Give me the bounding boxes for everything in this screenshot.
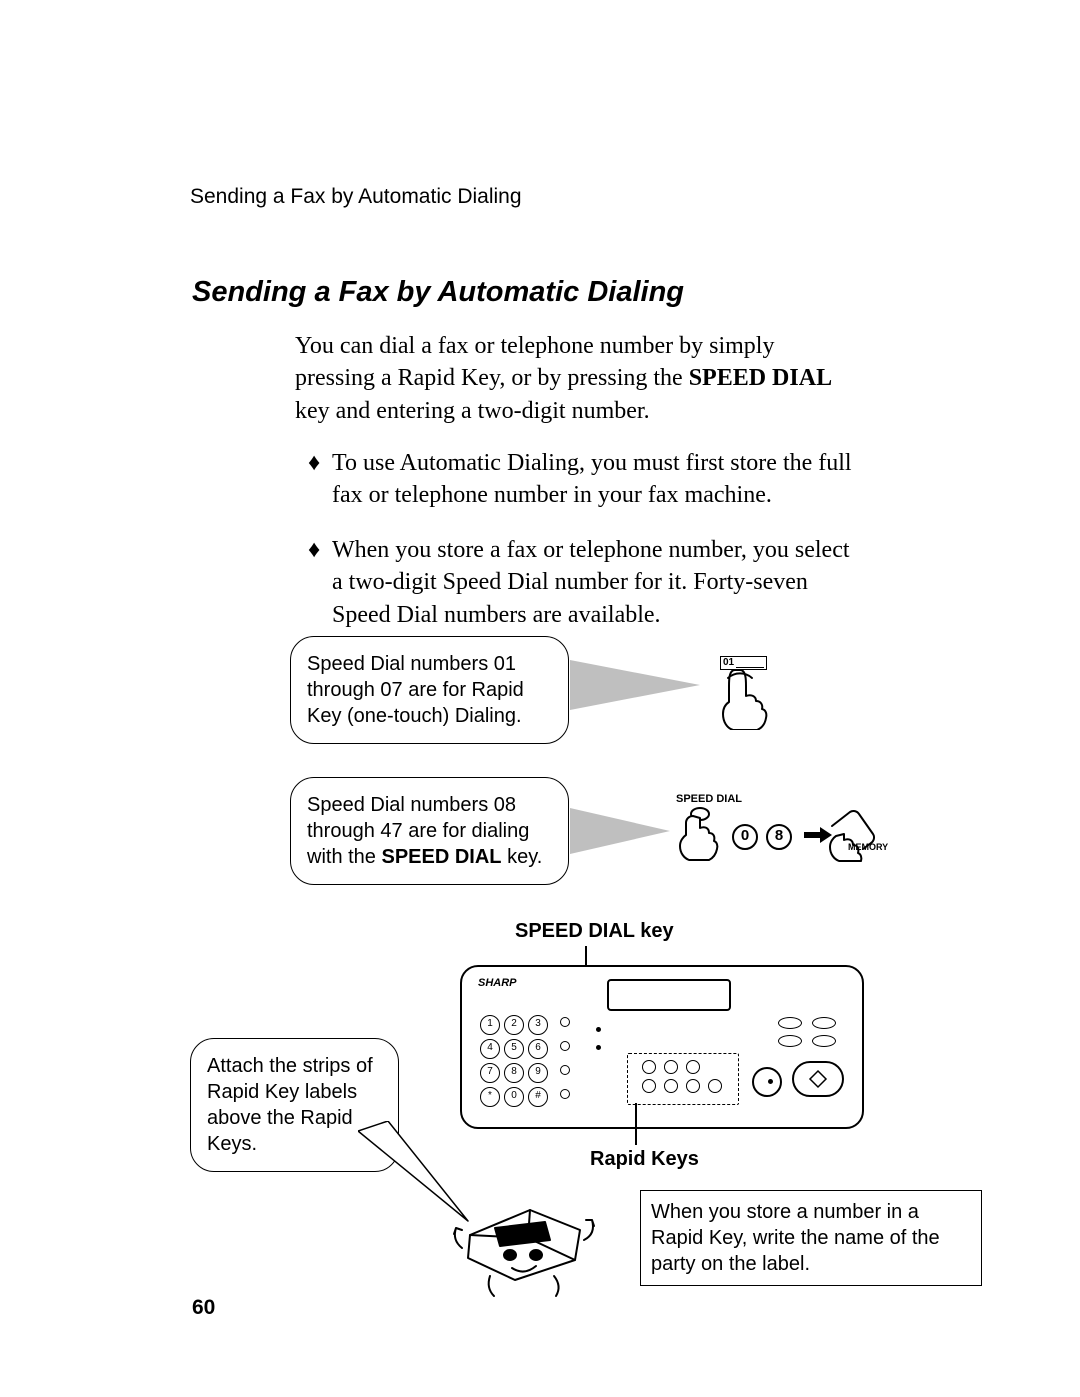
button-dot bbox=[560, 1089, 570, 1099]
keypad-key: 0 bbox=[504, 1087, 524, 1107]
brand-logo: SHARP bbox=[478, 977, 517, 989]
rapid-key bbox=[664, 1079, 678, 1093]
hand-press-icon bbox=[711, 660, 769, 730]
digit-key: 0 bbox=[732, 824, 758, 850]
fax-control-panel: SHARP 123 456 789 *0# bbox=[460, 965, 864, 1129]
panel-button bbox=[778, 1017, 802, 1029]
manual-page: Sending a Fax by Automatic Dialing Sendi… bbox=[0, 0, 1080, 1397]
pointer-triangle-icon bbox=[570, 660, 700, 710]
intro-paragraph: You can dial a fax or telephone number b… bbox=[295, 330, 850, 427]
running-head: Sending a Fax by Automatic Dialing bbox=[190, 185, 522, 209]
keypad-key: 9 bbox=[528, 1063, 548, 1083]
rapid-keys-area bbox=[627, 1053, 739, 1105]
keypad-key: 6 bbox=[528, 1039, 548, 1059]
keypad-key: 3 bbox=[528, 1015, 548, 1035]
keypad-key: 5 bbox=[504, 1039, 524, 1059]
note-box: When you store a number in a Rapid Key, … bbox=[640, 1190, 982, 1286]
bubble2-post: key. bbox=[502, 846, 543, 868]
page-number: 60 bbox=[192, 1296, 215, 1320]
hand-press-icon bbox=[676, 804, 724, 866]
button-dot bbox=[560, 1041, 570, 1051]
panel-start-button bbox=[792, 1061, 844, 1097]
diamond-icon bbox=[794, 1063, 842, 1095]
panel-button bbox=[778, 1035, 802, 1047]
panel-round-button bbox=[752, 1067, 782, 1097]
pointer-line bbox=[635, 1103, 637, 1145]
bubble2-bold: SPEED DIAL bbox=[381, 846, 501, 868]
callout-attach-labels: Attach the strips of Rapid Key labels ab… bbox=[190, 1038, 399, 1172]
rapid-key bbox=[642, 1079, 656, 1093]
panel-button bbox=[812, 1035, 836, 1047]
indicator-dots bbox=[592, 1019, 605, 1055]
bubble3-text: Attach the strips of Rapid Key labels ab… bbox=[207, 1055, 373, 1155]
rapid-keys-callout: Rapid Keys bbox=[590, 1148, 699, 1171]
numeric-keypad: 123 456 789 *0# bbox=[478, 1013, 572, 1109]
rapid-key bbox=[708, 1079, 722, 1093]
memory-label: MEMORY bbox=[848, 842, 888, 852]
rapid-key bbox=[686, 1060, 700, 1074]
section-title: Sending a Fax by Automatic Dialing bbox=[192, 276, 684, 309]
digit-key: 8 bbox=[766, 824, 792, 850]
bullet-list: To use Automatic Dialing, you must first… bbox=[308, 447, 853, 653]
keypad-key: 2 bbox=[504, 1015, 524, 1035]
lcd-display bbox=[607, 979, 731, 1011]
panel-button bbox=[812, 1017, 836, 1029]
keypad-key: 4 bbox=[480, 1039, 500, 1059]
keypad-key: 7 bbox=[480, 1063, 500, 1083]
list-item: When you store a fax or telephone number… bbox=[308, 534, 853, 631]
intro-bold: SPEED DIAL bbox=[689, 365, 832, 391]
callout-speed-dial-01-07: Speed Dial numbers 01 through 07 are for… bbox=[290, 636, 569, 744]
digit-sequence: 0 8 bbox=[730, 824, 838, 850]
keypad-key: 8 bbox=[504, 1063, 524, 1083]
callout-speed-dial-08-47: Speed Dial numbers 08 through 47 are for… bbox=[290, 777, 569, 885]
list-item: To use Automatic Dialing, you must first… bbox=[308, 447, 853, 512]
pointer-triangle-icon bbox=[570, 808, 670, 854]
rapid-key bbox=[642, 1060, 656, 1074]
rapid-key bbox=[686, 1079, 700, 1093]
speed-dial-key-callout: SPEED DIAL key bbox=[515, 920, 674, 943]
intro-post: key and entering a two-digit number. bbox=[295, 398, 650, 424]
rapid-key bbox=[664, 1060, 678, 1074]
hand-press-icon bbox=[824, 806, 880, 868]
keypad-key: 1 bbox=[480, 1015, 500, 1035]
fax-mascot-icon bbox=[450, 1180, 600, 1300]
button-dot bbox=[560, 1017, 570, 1027]
button-dot bbox=[560, 1065, 570, 1075]
keypad-key: * bbox=[480, 1087, 500, 1107]
keypad-key: # bbox=[528, 1087, 548, 1107]
